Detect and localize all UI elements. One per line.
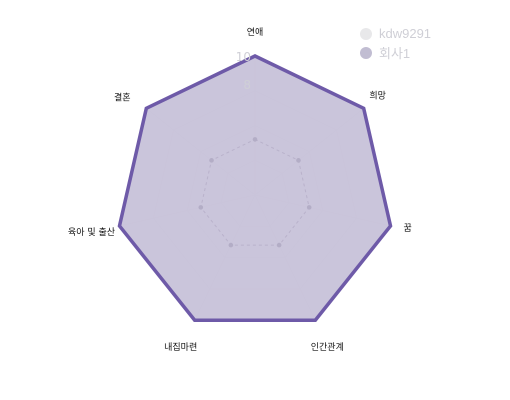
legend-swatch-company1 [360,46,372,59]
series-kdw9291-line [200,138,310,246]
legend-swatch-kdw9291 [360,27,372,40]
axis-label-1: 연애 [247,27,264,38]
series-kdw9291-point-6 [198,205,204,210]
legend-item-company1[interactable]: 회사1 [360,43,431,62]
series-company1-area [117,54,393,322]
series-kdw9291-point-4 [276,242,282,248]
legend-label-kdw9291: kdw9291 [379,26,432,41]
radar-ticks: 8 10 [236,50,251,92]
series-kdw9291-point-5 [228,242,234,248]
series-kdw9291-point-1 [252,137,258,142]
axis-label-5: 내집마련 [164,341,197,353]
axis-label-2: 희망 [369,89,386,101]
tick-label-10: 10 [236,50,251,64]
legend-label-company1: 회사1 [379,46,411,61]
legend-item-kdw9291[interactable]: kdw9291 [360,24,431,43]
series-kdw9291-point-7 [209,158,214,163]
axis-label-3: 꿈 [404,223,412,234]
axis-label-7: 결혼 [114,91,131,103]
tick-label-8: 8 [243,78,251,92]
legend: kdw9291 회사1 [360,24,431,62]
series-kdw9291-point-3 [306,205,312,210]
radar-series [117,54,393,322]
axis-label-6: 육아 및 출산 [68,226,115,238]
axis-label-4: 인간관계 [311,341,344,353]
series-kdw9291-point-2 [296,158,301,163]
